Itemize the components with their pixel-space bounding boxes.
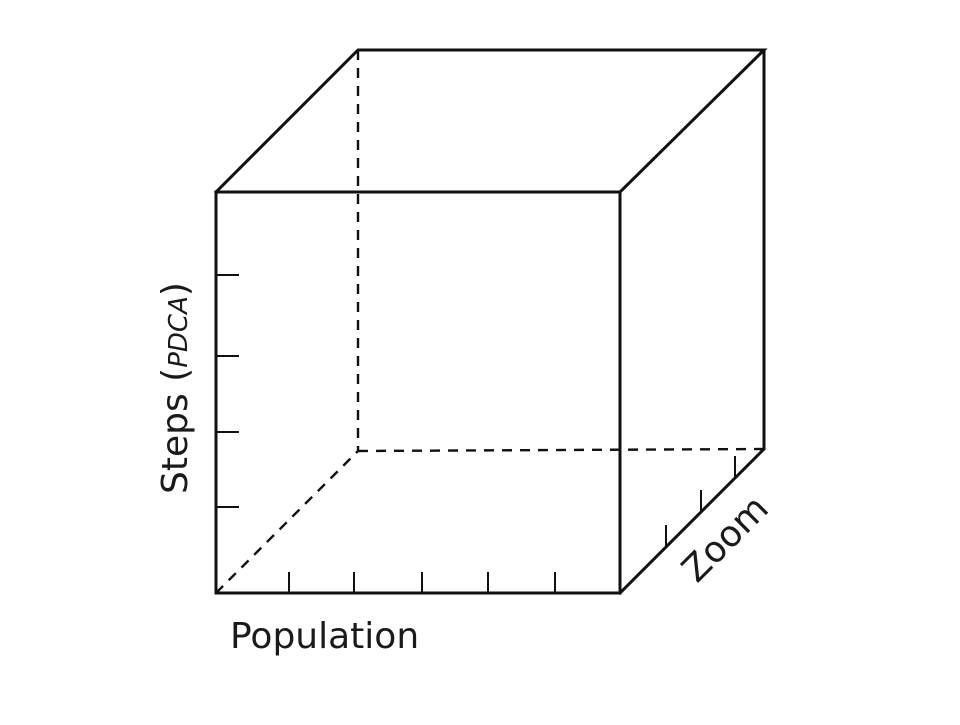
z-axis-label: Zoom — [674, 488, 776, 590]
hidden-edge-back-bottom — [357, 447, 765, 453]
y-axis-ticks — [216, 274, 239, 508]
y-axis-label: Steps (PDCA) — [155, 282, 196, 494]
hidden-edge-depth-bottom — [215, 450, 359, 594]
y-axis-label-italic: PDCA — [164, 296, 194, 368]
x-axis-ticks — [288, 572, 556, 593]
top-face-back-edges — [213, 48, 768, 195]
x-axis-label: Population — [230, 616, 419, 657]
hidden-edges — [215, 50, 765, 594]
y-axis-label-close: ) — [155, 282, 196, 296]
visible-edges — [213, 48, 768, 596]
y-axis-label-main: Steps ( — [155, 368, 196, 494]
front-face — [214, 190, 622, 595]
z-axis-ticks — [665, 456, 736, 547]
right-face-back-edges — [617, 48, 766, 596]
